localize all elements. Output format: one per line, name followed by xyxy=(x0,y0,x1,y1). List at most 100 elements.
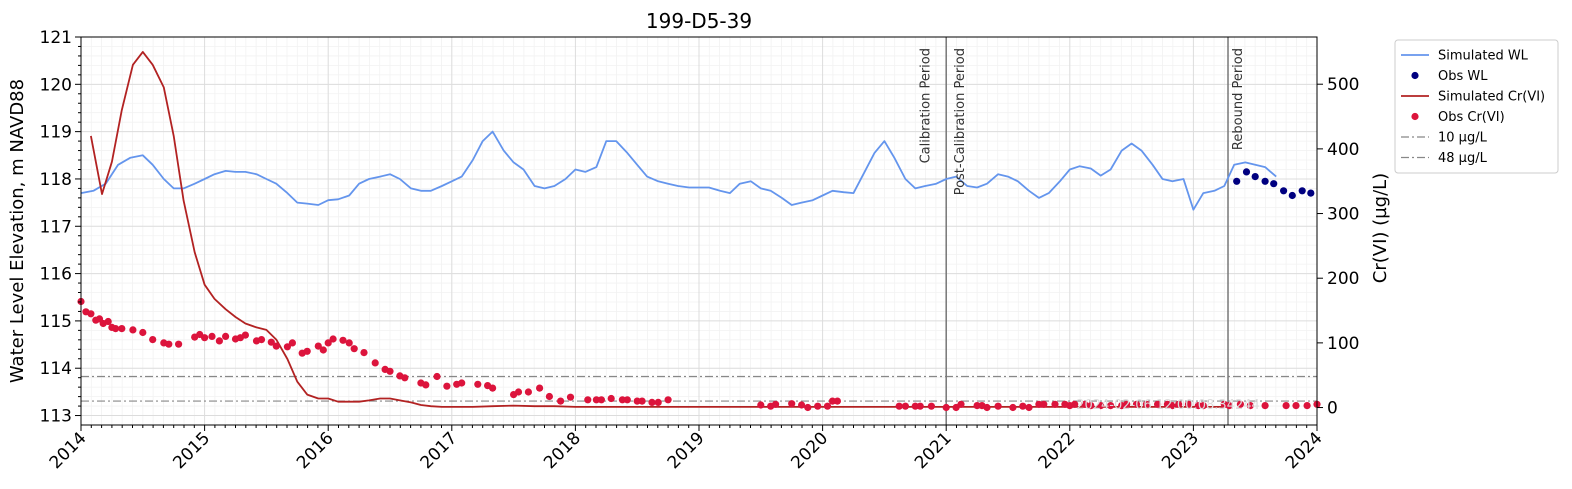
data-point xyxy=(901,402,910,410)
data-point xyxy=(957,400,965,408)
plot-data xyxy=(77,51,1321,412)
data-point xyxy=(1107,402,1115,410)
period-annotation: Post-Calibration Period xyxy=(953,48,968,195)
data-point xyxy=(1261,402,1269,410)
data-point xyxy=(798,401,806,409)
data-point xyxy=(139,328,147,337)
data-point xyxy=(592,396,601,404)
data-point xyxy=(1097,402,1105,410)
data-point xyxy=(1246,402,1254,410)
data-point xyxy=(201,334,209,342)
data-point xyxy=(1154,400,1162,408)
legend-swatch-marker xyxy=(1411,112,1419,121)
data-point xyxy=(916,402,924,410)
legend-label: Obs WL xyxy=(1438,69,1488,84)
data-point xyxy=(788,400,796,408)
data-point xyxy=(104,317,112,326)
data-point xyxy=(401,374,409,382)
data-point xyxy=(1009,403,1017,412)
data-point xyxy=(654,398,662,406)
data-point xyxy=(1236,400,1244,408)
data-point xyxy=(329,335,337,343)
data-point xyxy=(208,332,216,340)
data-point xyxy=(1292,402,1300,410)
y-tick-label: 119 xyxy=(40,123,72,143)
data-point xyxy=(1142,400,1150,408)
data-point xyxy=(1270,180,1278,188)
period-annotation: Calibration Period xyxy=(919,48,934,163)
period-lines xyxy=(945,37,1229,425)
legend-swatch-marker xyxy=(1411,71,1419,80)
data-point xyxy=(175,340,183,348)
y2-axis-label: Cr(VI) (µg/L) xyxy=(1370,173,1391,283)
data-point xyxy=(664,396,672,404)
data-point xyxy=(1242,168,1251,176)
data-point xyxy=(566,393,575,401)
data-point xyxy=(1175,400,1183,408)
data-point xyxy=(983,403,991,412)
legend-label: 48 µg/L xyxy=(1438,151,1488,166)
data-point xyxy=(1288,191,1296,200)
data-point xyxy=(458,379,466,387)
data-point xyxy=(324,339,332,347)
y-tick-label: 115 xyxy=(40,312,72,332)
y-tick-label: 114 xyxy=(40,359,72,379)
data-point xyxy=(994,402,1002,410)
y-tick-label: 113 xyxy=(40,407,72,427)
data-point xyxy=(648,398,656,406)
data-point xyxy=(303,347,311,355)
data-point xyxy=(1307,189,1315,197)
y-axis-left: 113 114 115 116 117 118 119 120 121 xyxy=(40,28,81,427)
data-point xyxy=(288,339,296,347)
series-line xyxy=(80,130,1277,211)
data-point xyxy=(1081,400,1089,408)
data-point xyxy=(118,325,126,333)
y2-tick-label: 200 xyxy=(1327,269,1359,289)
y2-tick-label: 500 xyxy=(1327,75,1359,95)
x-tick-label: 2024 xyxy=(1282,428,1327,473)
data-point xyxy=(1025,403,1033,412)
data-point xyxy=(319,346,327,354)
data-point xyxy=(597,396,606,404)
data-point xyxy=(524,388,533,396)
data-point xyxy=(443,382,451,390)
x-axis: 2014 2015 2016 2017 2018 2019 2020 2021 2022 2023… xyxy=(46,425,1327,473)
data-point xyxy=(267,338,275,346)
data-point xyxy=(584,396,592,404)
x-tick-label: 2022 xyxy=(1035,428,1080,473)
x-tick-label: 2018 xyxy=(540,428,585,473)
data-point xyxy=(1225,402,1233,410)
legend-label: 10 µg/L xyxy=(1438,131,1488,146)
y-tick-label: 118 xyxy=(40,170,72,190)
data-point xyxy=(833,397,842,405)
data-point xyxy=(514,388,523,396)
data-point xyxy=(927,402,936,410)
data-point xyxy=(314,342,322,350)
data-point xyxy=(1040,400,1048,408)
legend-label: Obs Cr(VI) xyxy=(1438,110,1505,125)
y-tick-label: 121 xyxy=(40,28,72,48)
y2-tick-label: 400 xyxy=(1327,140,1359,160)
data-point xyxy=(1168,402,1176,410)
data-point xyxy=(339,336,347,344)
data-point xyxy=(257,336,266,344)
x-tick-label: 2021 xyxy=(911,428,956,473)
data-point xyxy=(1251,173,1259,181)
data-point xyxy=(607,394,615,403)
data-point xyxy=(1132,400,1141,408)
period-annotations: Calibration Period Post-Calibration Perio… xyxy=(919,48,1246,195)
x-tick-label: 2016 xyxy=(293,428,338,473)
chart-title: 199-D5-39 xyxy=(646,9,752,33)
data-point xyxy=(283,343,291,351)
data-point xyxy=(1123,400,1131,408)
x-tick-label: 2014 xyxy=(46,428,91,473)
data-point xyxy=(772,400,780,408)
y2-tick-label: 100 xyxy=(1327,334,1359,354)
legend: Simulated WL Obs WL Simulated Cr(VI) Obs Cr… xyxy=(1394,39,1559,174)
data-point xyxy=(474,380,482,388)
data-point xyxy=(371,359,379,367)
data-point xyxy=(489,384,497,392)
legend-box xyxy=(1394,39,1559,174)
period-annotation: Rebound Period xyxy=(1231,48,1246,150)
y2-tick-label: 300 xyxy=(1327,205,1359,225)
